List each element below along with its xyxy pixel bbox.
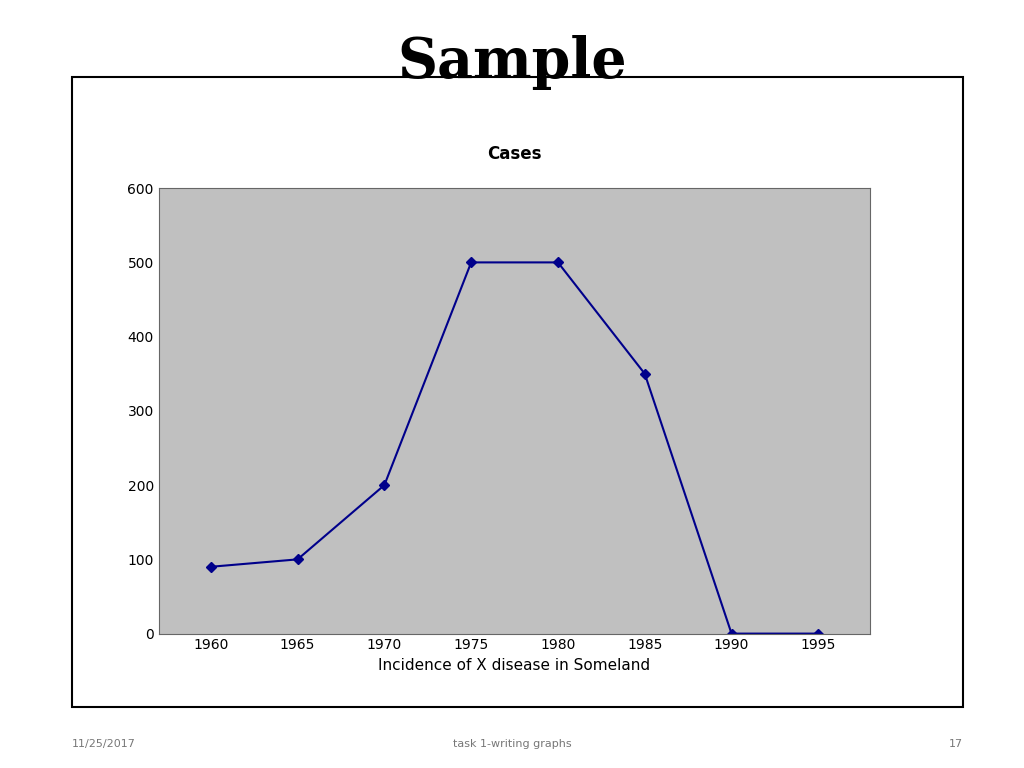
Text: task 1-writing graphs: task 1-writing graphs — [453, 739, 571, 749]
Text: Sample: Sample — [397, 35, 627, 90]
Text: Cases: Cases — [487, 144, 542, 163]
Text: 11/25/2017: 11/25/2017 — [72, 739, 135, 749]
X-axis label: Incidence of X disease in Someland: Incidence of X disease in Someland — [379, 658, 650, 673]
Text: 17: 17 — [948, 739, 963, 749]
